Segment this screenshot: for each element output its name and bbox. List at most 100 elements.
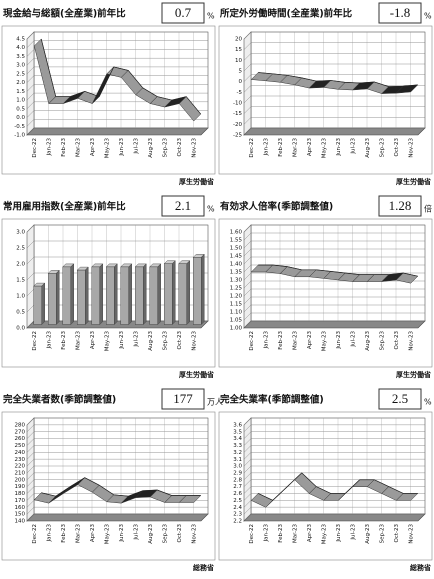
y-tick-label: 1.0 [16,98,25,104]
x-tick-label: Jul-23 [350,138,356,155]
grid-line-side [243,85,252,93]
grid-line-side [243,248,252,257]
x-tick-label: Apr-23 [90,331,96,350]
x-tick-label: Jul-23 [133,331,139,348]
y-tick-label: -1.0 [14,133,25,139]
bar [91,266,100,325]
y-tick-label: -0.5 [14,124,25,130]
y-tick-label: 1.00 [230,326,243,332]
grid-line-side [26,320,35,329]
grid-line-side [243,304,252,313]
y-tick-label: 3.3 [233,443,242,449]
x-tick-label: Jan-23 [46,138,52,157]
grid-line-side [243,63,252,72]
y-tick-label: 1.05 [230,318,243,324]
y-tick-label: 240 [15,450,26,456]
headline-box [378,195,422,217]
y-tick-label: 2.5 [16,71,25,77]
y-tick-label: 200 [15,477,26,483]
y-tick-label: 170 [15,498,26,504]
x-tick-label: Mar-23 [292,138,298,158]
x-tick-label: Sep-23 [379,331,385,351]
x-tick-label: Mar-23 [292,524,298,544]
headline-value: 1.28 [389,198,412,213]
x-tick-label: Jul-23 [133,138,139,155]
y-tick-label: 1.15 [230,302,243,308]
floor [26,127,209,136]
bar [33,285,42,325]
grid-line-side [26,479,35,487]
grid-line-side [243,312,252,321]
headline-box [161,195,205,217]
x-tick-label: Jan-23 [46,331,52,350]
x-tick-label: Oct-23 [394,524,400,543]
y-tick-label: -25 [233,133,242,139]
source: 総務省 [193,563,214,572]
y-tick-label: 2.4 [233,505,242,511]
grid-line-side [243,42,252,50]
x-tick-label: Feb-23 [278,138,284,157]
y-tick-label: 0.5 [16,106,25,112]
floor [243,127,426,136]
y-tick-label: 0.5 [16,310,25,316]
y-tick-label: 2.5 [233,498,242,504]
bar [193,257,202,325]
y-tick-label: 1.55 [230,238,243,244]
chart-title: 完全失業率(季節調整値) [220,394,324,406]
line [40,38,202,115]
grid-line-side [26,304,35,313]
chart-title: 現金給与総額(全産業)前年比 [3,8,126,20]
x-tick-label: Nov-23 [191,331,197,351]
chart-title: 所定外労働時間(全産業)前年比 [220,8,353,20]
line [258,72,418,87]
grid-line-side [243,452,252,460]
unit: % [207,12,215,21]
grid-line-side [26,500,35,508]
y-tick-label: 0.0 [16,326,25,332]
grid-line-side [26,110,35,118]
grid-line-side [26,507,35,515]
grid-line-side [243,232,252,241]
grid-line-side [26,431,35,439]
unit: % [207,205,215,214]
y-tick-label: 270 [15,429,26,435]
y-tick-label: 230 [15,457,26,463]
y-tick-label: 1.35 [230,270,243,276]
grid-line-side [243,106,252,114]
grid-line-side [243,95,252,104]
bar [178,263,187,325]
x-tick-label: Apr-23 [307,331,313,350]
grid-line-side [26,459,35,467]
y-tick-label: 3.0 [16,230,25,236]
grid-line-side [243,74,252,82]
x-tick-label: May-23 [321,524,327,545]
bar [149,266,158,325]
grid-line-side [243,31,252,40]
unit: % [424,12,432,21]
bar-side [157,263,161,325]
x-tick-label: Sep-23 [162,138,168,158]
y-tick-label: 280 [15,423,26,429]
grid-line-side [243,507,252,515]
grid-line-side [243,256,252,265]
y-tick-label: 2.6 [233,491,242,497]
grid-line-side [243,465,252,474]
x-tick-label: Apr-23 [307,524,313,543]
y-tick-label: 3.2 [233,450,242,456]
unit: 倍 [424,204,432,214]
y-tick-label: 1.25 [230,286,243,292]
grid-line-side [26,127,35,136]
y-tick-label: 2.0 [16,80,25,86]
y-tick-label: 260 [15,436,26,442]
x-tick-label: May-23 [321,138,327,159]
source: 総務省 [410,563,431,572]
x-tick-label: Dec-22 [249,524,255,544]
x-tick-label: Feb-23 [278,524,284,543]
x-tick-label: May-23 [321,331,327,352]
grid-line-side [26,224,35,233]
grid-line-side [26,66,35,75]
bar [135,266,144,325]
y-tick-label: 2.5 [16,246,25,252]
grid-line-side [26,452,35,460]
x-tick-label: Dec-22 [32,138,38,158]
